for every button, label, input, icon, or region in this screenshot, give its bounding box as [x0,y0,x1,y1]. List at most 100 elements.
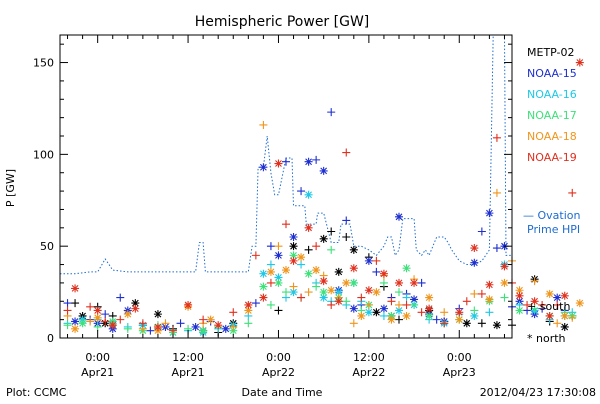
point-noaa-16-north [334,288,343,297]
point-noaa-19-north [395,278,403,287]
point-noaa-16-north [364,308,373,317]
point-noaa-15-south [116,293,125,302]
point-noaa-17-north [274,278,283,287]
point-noaa-17-south [470,306,479,315]
point-noaa-19-north [274,159,283,168]
point-noaa-18-north [402,311,411,320]
plot-frame [59,34,513,339]
point-noaa-19-north [259,293,268,302]
point-noaa-15-north [259,163,268,172]
point-noaa-18-north [500,278,509,287]
point-noaa-18-south [86,317,95,326]
point-noaa-16-south [379,311,388,320]
point-noaa-18-north [206,315,215,324]
point-metp-02-south [395,315,403,324]
point-noaa-19-south [86,302,95,311]
point-noaa-18-north [282,266,290,275]
point-noaa-19-north [575,58,584,67]
point-metp-02-south [274,306,283,315]
point-noaa-19-north [364,286,373,295]
point-noaa-19-south [372,256,381,265]
point-metp-02-north [492,321,501,330]
point-noaa-15-north [191,322,200,331]
x-tick-time: 0:00 [85,351,110,364]
point-noaa-18-south [259,120,268,129]
point-noaa-19-north [108,321,117,330]
point-metp-02-north [560,322,569,331]
point-noaa-15-north [364,256,373,265]
point-metp-02-north [372,308,381,317]
point-noaa-19-south [462,297,471,306]
point-noaa-19-south [251,251,260,260]
legend-item-noaa-19: NOAA-19 [527,151,577,164]
point-noaa-18-south [492,188,501,197]
point-metp-02-north [349,245,358,254]
point-noaa-18-north [266,267,275,276]
point-noaa-18-south [440,308,449,317]
point-noaa-18-north [515,286,524,295]
point-noaa-18-south [229,322,238,331]
point-noaa-16-north [259,269,268,278]
point-noaa-18-north [387,315,396,324]
point-noaa-15-north [485,209,494,218]
point-noaa-16-south [402,293,411,302]
point-metp-02-north [334,267,343,276]
point-noaa-18-north [425,293,434,302]
legend: METP-02 NOAA-15 NOAA-16 NOAA-17 NOAA-18 NOAA-… [527,46,577,164]
point-noaa-19-north [379,269,388,278]
point-noaa-15-south [146,326,155,335]
point-noaa-18-north [357,311,366,320]
point-noaa-15-south [101,310,110,319]
point-noaa-15-south [266,242,275,251]
point-noaa-19-north [304,223,313,232]
point-noaa-16-north [289,288,298,297]
point-metp-02-south [477,319,486,328]
point-noaa-17-north [425,311,434,320]
x-tick-time: 0:00 [266,351,291,364]
point-metp-02-south [327,227,336,236]
point-noaa-19-south [63,306,72,315]
point-noaa-15-north [410,295,419,304]
point-noaa-19-south [327,300,336,309]
footer-timestamp: 2012/04/23 17:30:08 [480,386,596,399]
point-noaa-16-south [297,260,306,269]
point-noaa-19-north [184,300,193,309]
point-noaa-16-north [319,293,328,302]
chart-title: Hemispheric Power [GW] [195,14,370,30]
ovation-series [60,35,512,275]
point-noaa-18-north [485,295,494,304]
point-noaa-18-south [553,319,562,328]
data-points [63,58,584,337]
point-noaa-19-north [349,264,358,273]
point-metp-02-south [304,245,313,254]
x-tick-date: Apr21 [172,366,205,379]
point-noaa-16-north [274,273,283,282]
y-tick-label: 0 [47,332,54,345]
point-noaa-19-south [440,319,449,328]
point-noaa-19-south [417,308,426,317]
point-noaa-19-north [545,311,554,320]
point-metp-02-north [462,319,471,328]
ovation-line [60,35,512,275]
point-noaa-18-south [349,319,358,328]
x-tick-time: 12:00 [172,351,204,364]
point-noaa-17-north [319,288,328,297]
point-noaa-15-south [417,278,426,287]
point-noaa-18-north [327,286,336,295]
point-noaa-17-north [515,306,524,315]
point-noaa-17-south [266,300,275,309]
point-noaa-19-south [477,289,486,298]
point-noaa-19-north [71,284,80,293]
point-noaa-17-south [379,278,388,287]
point-noaa-19-south [138,319,147,328]
y-axis-label: P [GW] [4,169,17,207]
point-metp-02-north [319,234,328,243]
point-noaa-15-north [221,324,230,333]
point-noaa-15-north [274,251,283,260]
point-noaa-18-north [244,306,253,315]
point-noaa-17-north [349,278,358,287]
x-tick-date: Apr21 [81,366,114,379]
legend-item-noaa-16: NOAA-16 [527,88,577,101]
point-noaa-19-south [229,308,238,317]
